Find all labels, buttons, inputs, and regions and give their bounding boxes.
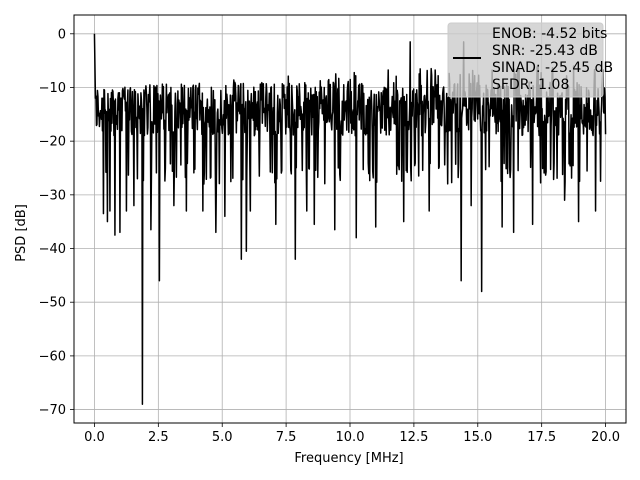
x-tick-label: 17.5 <box>527 430 556 445</box>
x-tick-label: 10.0 <box>336 430 365 445</box>
legend: ENOB: -4.52 bits SNR: -25.43 dB SINAD: -… <box>447 22 613 98</box>
y-tick-label: −40 <box>39 242 66 257</box>
x-tick-label: 5.0 <box>212 430 233 445</box>
legend-snr: SNR: -25.43 dB <box>492 43 598 59</box>
y-tick-label: −30 <box>39 188 66 203</box>
legend-box <box>447 22 604 98</box>
y-tick-label: 0 <box>58 27 66 42</box>
ticks: 0.0 2.5 5.0 7.5 10.0 12.5 15.0 17.5 20.0 0 −10 −20 −… <box>39 27 620 445</box>
y-tick-label: −20 <box>39 135 66 150</box>
plot-area <box>93 33 607 405</box>
x-axis-label: Frequency [MHz] <box>294 451 403 466</box>
y-tick-label: −50 <box>39 296 66 311</box>
legend-sinad: SINAD: -25.45 dB <box>492 60 613 76</box>
legend-enob: ENOB: -4.52 bits <box>492 26 607 42</box>
y-tick-label: −70 <box>39 403 66 418</box>
x-tick-label: 2.5 <box>148 430 169 445</box>
y-tick-label: −10 <box>39 81 66 96</box>
x-tick-label: 7.5 <box>276 430 297 445</box>
x-tick-label: 0.0 <box>84 430 105 445</box>
x-tick-label: 12.5 <box>399 430 428 445</box>
y-axis-label: PSD [dB] <box>14 204 29 262</box>
y-tick-label: −60 <box>39 349 66 364</box>
x-tick-label: 15.0 <box>463 430 492 445</box>
psd-series-line <box>93 33 607 405</box>
legend-sfdr: SFDR: 1.08 <box>492 77 569 93</box>
x-tick-label: 20.0 <box>591 430 620 445</box>
